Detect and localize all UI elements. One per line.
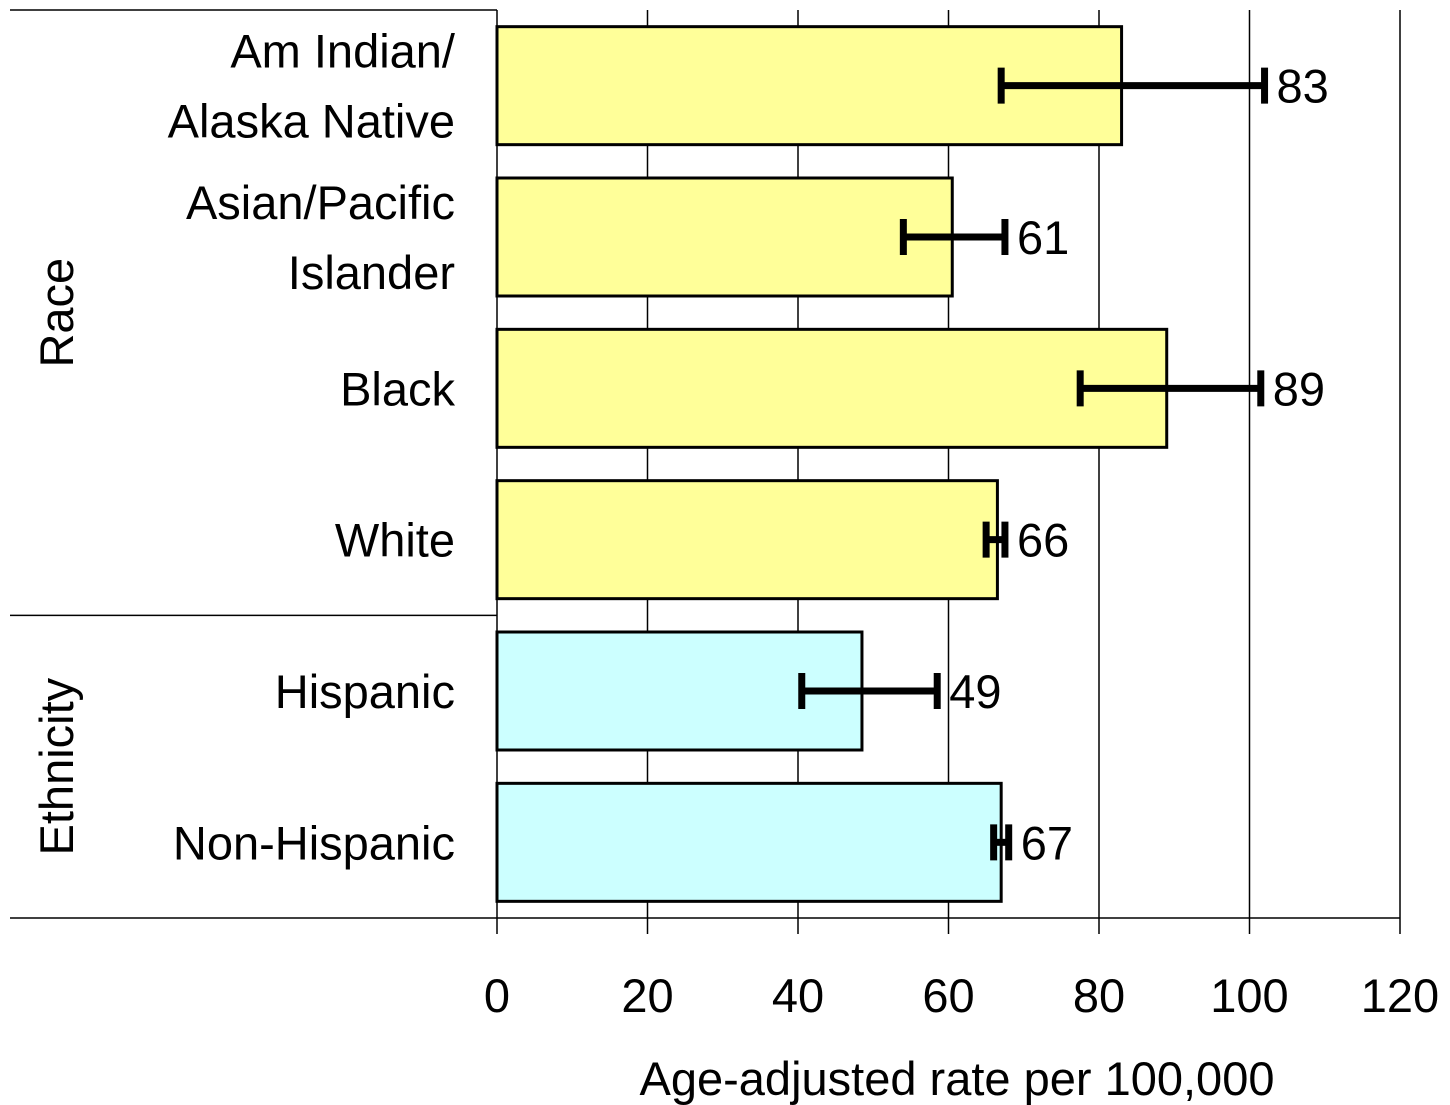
group-label: Race: [30, 258, 83, 368]
bar: [495, 479, 999, 601]
category-label: Asian/Pacific: [186, 176, 455, 229]
x-tick-label: 0: [484, 969, 510, 1022]
data-label: 67: [1021, 816, 1073, 869]
x-axis-title: Age-adjusted rate per 100,000: [640, 1052, 1275, 1105]
chart-frame: [10, 9, 1400, 919]
x-tick-label: 60: [922, 969, 974, 1022]
category-labels: Am Indian/Alaska Native Asian/Pacific Isla…: [30, 25, 456, 870]
category-label: Hispanic: [275, 665, 455, 718]
data-label: 66: [1017, 514, 1069, 567]
category-label: Non-Hispanic: [173, 816, 455, 869]
category-label: Alaska Native: [168, 95, 455, 148]
x-tick-label: 120: [1361, 969, 1439, 1022]
bar: [495, 781, 1003, 903]
data-label: 89: [1273, 362, 1325, 415]
data-label: 83: [1277, 60, 1329, 113]
data-label: 49: [949, 665, 1001, 718]
gridlines: [646, 10, 1401, 918]
category-label: Am Indian/: [230, 25, 456, 78]
category-label: White: [335, 514, 455, 567]
bar: [495, 176, 954, 298]
x-tick-label: 100: [1210, 969, 1288, 1022]
data-label: 61: [1017, 211, 1069, 264]
x-tick-label: 40: [772, 969, 824, 1022]
group-label: Ethnicity: [30, 677, 83, 855]
x-tick-label: 80: [1073, 969, 1125, 1022]
x-tick-label: 20: [621, 969, 673, 1022]
bar: [495, 327, 1169, 449]
bars: 83 61 89 66 49 67: [495, 25, 1329, 903]
category-label: Black: [340, 362, 455, 415]
category-label: Islander: [288, 246, 455, 299]
x-axis-ticks: 0 20 40 60 80 100 120: [484, 918, 1439, 1022]
